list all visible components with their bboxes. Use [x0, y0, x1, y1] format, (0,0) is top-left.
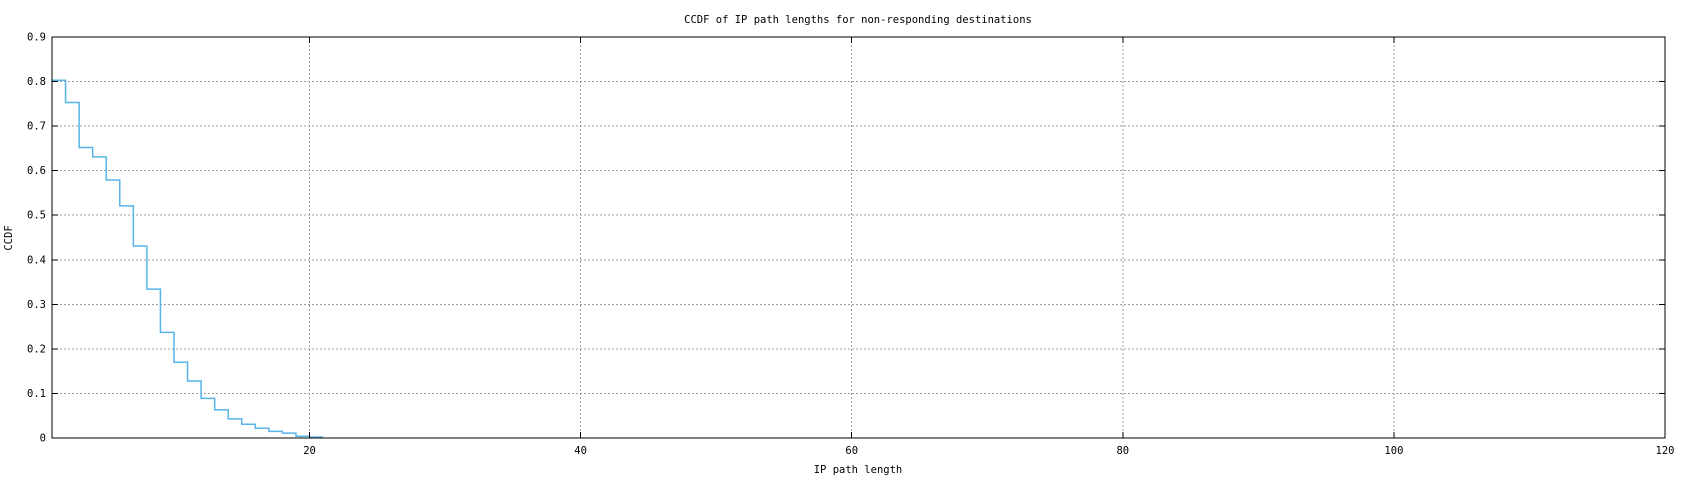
x-tick-label: 20	[303, 445, 316, 457]
plot-border	[51, 36, 1666, 439]
grid-layer	[52, 37, 1665, 438]
x-tick-label: 60	[845, 445, 858, 457]
data-layer	[52, 79, 324, 438]
y-tick-label: 0.3	[27, 299, 46, 311]
y-tick-label: 0	[40, 433, 46, 445]
y-axis-label: CCDF	[3, 225, 15, 250]
y-tick-label: 0.6	[27, 165, 46, 177]
x-tick-label: 100	[1384, 445, 1403, 457]
x-axis-label: IP path length	[814, 464, 903, 476]
chart-title: CCDF of IP path lengths for non-respondi…	[684, 14, 1032, 26]
y-tick-label: 0.4	[27, 254, 46, 266]
y-tick-label: 0.1	[27, 388, 46, 400]
ccdf-step-line	[52, 79, 324, 438]
x-tick-label: 80	[1116, 445, 1129, 457]
y-tick-label: 0.8	[27, 76, 46, 88]
y-tick-label: 0.2	[27, 343, 46, 355]
x-tick-label: 120	[1656, 445, 1675, 457]
y-tick-label: 0.7	[27, 121, 46, 133]
x-tick-label: 40	[574, 445, 587, 457]
y-tick-label: 0.5	[27, 210, 46, 222]
axis-layer: 20 40 60 80 100 120 0 0.1 0.2 0.3 0.4 0.5 0.6 0.7 0.8 0…	[27, 32, 1674, 458]
y-tick-label: 0.9	[27, 32, 46, 44]
